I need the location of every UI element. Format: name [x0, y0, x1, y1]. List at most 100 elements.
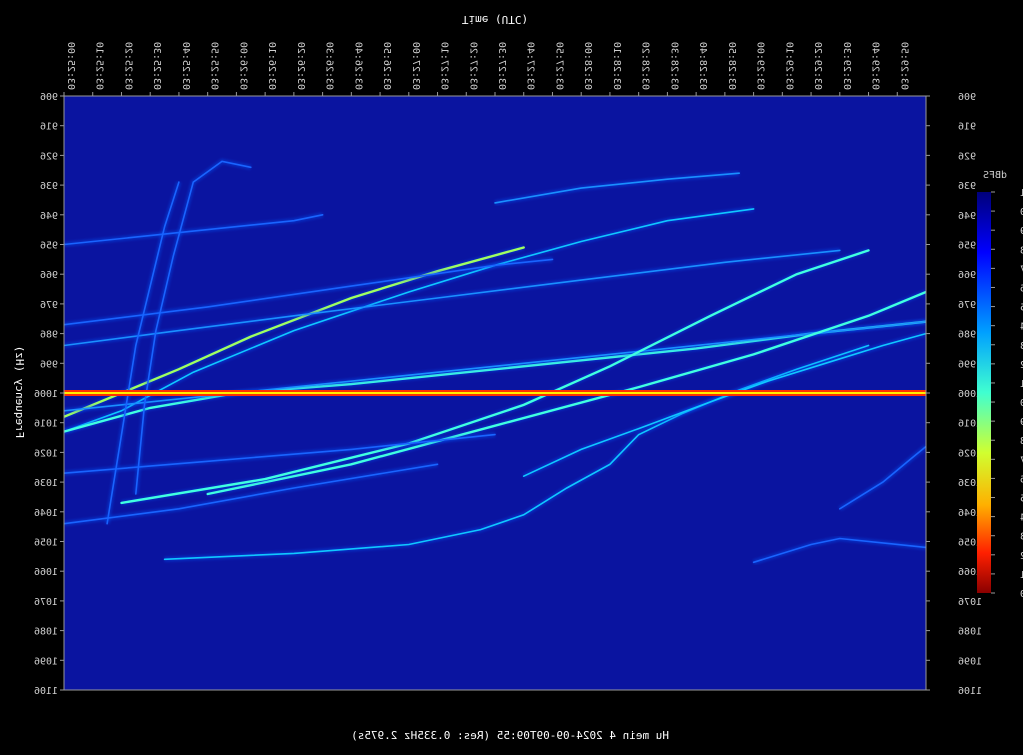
x-tick-label: 03:29:30 [841, 42, 852, 90]
x-tick-label: 03:26:20 [295, 42, 306, 90]
x-tick-label: 03:27:30 [496, 42, 507, 90]
y-tick-label-left: 1076 [34, 597, 58, 608]
x-tick-label: 03:27:50 [553, 42, 564, 90]
colorbar-tick-label: -17 [1020, 264, 1023, 275]
colorbar-tick-label: -21 [1020, 188, 1023, 199]
y-tick-label-right: 966 [958, 270, 976, 281]
colorbar-tick-label: -14 [1020, 322, 1023, 333]
signal-trace [120, 249, 870, 505]
x-tick-label: 03:27:10 [439, 42, 450, 90]
y-tick-label-right: 1086 [958, 627, 982, 638]
colorbar-tick-label: -13 [1020, 341, 1023, 352]
x-tick-label: 03:29:00 [755, 42, 766, 90]
y-tick-label-right: 906 [958, 92, 976, 103]
colorbar-tick-label: -6 [1020, 474, 1023, 485]
y-tick-label-right: 936 [958, 181, 976, 192]
y-tick-label-right: 1026 [958, 448, 982, 459]
x-tick-label: 03:26:00 [237, 42, 248, 90]
y-tick-label-left: 946 [40, 211, 58, 222]
colorbar-tick-label: -10 [1020, 398, 1023, 409]
y-tick-label-left: 916 [40, 122, 58, 133]
y-tick-label-left: 1016 [34, 419, 58, 430]
signal-trace [64, 249, 841, 347]
colorbar-tick-label: -9 [1020, 417, 1023, 428]
signal-trace [64, 214, 324, 246]
signal-trace [106, 181, 180, 525]
y-tick-label-right: 996 [958, 359, 976, 370]
x-tick-label: 03:25:30 [151, 42, 162, 90]
x-tick-label: 03:28:40 [697, 42, 708, 90]
y-tick-label-right: 1036 [958, 478, 982, 489]
colorbar-tick-label: -20 [1020, 207, 1023, 218]
y-tick-label-right: 1066 [958, 567, 982, 578]
x-tick-label: 03:25:40 [180, 42, 191, 90]
signal-trace [206, 290, 926, 496]
colorbar-title: dBFS [983, 170, 1007, 181]
signal-trace [752, 537, 926, 564]
x-tick-label: 03:29:50 [898, 42, 909, 90]
chart-caption: Hu mein 4 2024-09-09T09:55 (Res: 0.335Hz… [351, 729, 669, 742]
y-tick-label-right: 1096 [958, 656, 982, 667]
y-axis-label: Frequency (Hz) [13, 346, 26, 439]
x-tick-label: 03:29:10 [783, 42, 794, 90]
y-tick-label-left: 986 [40, 330, 58, 341]
colorbar-tick-label: -18 [1020, 245, 1023, 256]
colorbar-tick-label: -15 [1020, 303, 1023, 314]
y-tick-label-left: 1046 [34, 508, 58, 519]
y-tick-label-right: 1076 [958, 597, 982, 608]
y-tick-label-right: 1056 [958, 538, 982, 549]
x-tick-label: 03:25:20 [122, 42, 133, 90]
colorbar-tick-label: -5 [1020, 494, 1023, 505]
x-tick-label: 03:28:10 [611, 42, 622, 90]
y-tick-label-left: 1106 [34, 686, 58, 697]
x-tick-label: 03:26:10 [266, 42, 277, 90]
signal-trace [64, 433, 496, 474]
x-axis-ticks: 03:25:00 03:25:10 03:25:20 03:25:30 03:25:40… [63, 42, 909, 96]
x-tick-label: 03:27:00 [410, 42, 421, 90]
y-tick-label-right: 956 [958, 241, 976, 252]
y-tick-label-left: 1086 [34, 627, 58, 638]
colorbar-tick-label: -19 [1020, 226, 1023, 237]
x-tick-label: 03:28:20 [640, 42, 651, 90]
colorbar-tick-label: -16 [1020, 283, 1023, 294]
x-tick-label: 03:28:00 [582, 42, 593, 90]
y-tick-label-right: 986 [958, 330, 976, 341]
x-axis-label: Time (UTC) [462, 13, 528, 26]
y-tick-label-right: 1006 [958, 389, 982, 400]
colorbar-tick-label: -12 [1020, 360, 1023, 371]
carrier-line-group [64, 390, 926, 396]
y-tick-label-left: 1006 [34, 389, 58, 400]
signal-trace [64, 463, 439, 525]
y-tick-label-right: 916 [958, 122, 976, 133]
y-tick-label-left: 1066 [34, 567, 58, 578]
y-tick-label-left: 936 [40, 181, 58, 192]
colorbar-tick-label: -3 [1020, 532, 1023, 543]
y-tick-label-right: 976 [958, 300, 976, 311]
y-axis-ticks-left: 906 916 926 936 946 956 966 976 986 996 1006 1016 10… [34, 92, 64, 697]
y-tick-label-left: 966 [40, 270, 58, 281]
colorbar-tick-label: -1 [1020, 570, 1023, 581]
signal-trace [494, 172, 740, 204]
y-tick-label-right: 926 [958, 151, 976, 162]
y-tick-label-left: 906 [40, 92, 58, 103]
x-tick-label: 03:28:30 [668, 42, 679, 90]
x-tick-label: 03:29:40 [870, 42, 881, 90]
y-tick-label-right: 946 [958, 211, 976, 222]
x-tick-label: 03:26:50 [381, 42, 392, 90]
colorbar-tick-label: -11 [1020, 379, 1023, 390]
colorbar-ticks: -21 -20 -19 -18 -17 -16 -15 -14 -13 -12 -11 -10 -9 -8… [991, 188, 1023, 600]
x-tick-label: 03:27:20 [467, 42, 478, 90]
y-tick-label-right: 1106 [958, 686, 982, 697]
y-tick-label-left: 1026 [34, 448, 58, 459]
y-tick-label-left: 1036 [34, 478, 58, 489]
y-tick-label-right: 1046 [958, 508, 982, 519]
colorbar-tick-label: -7 [1020, 455, 1023, 466]
y-tick-label-left: 926 [40, 151, 58, 162]
colorbar-tick-label: -2 [1020, 551, 1023, 562]
colorbar-tick-label: -4 [1020, 513, 1023, 524]
x-tick-label: 03:25:50 [209, 42, 220, 90]
y-tick-label-left: 976 [40, 300, 58, 311]
x-tick-label: 03:29:20 [812, 42, 823, 90]
